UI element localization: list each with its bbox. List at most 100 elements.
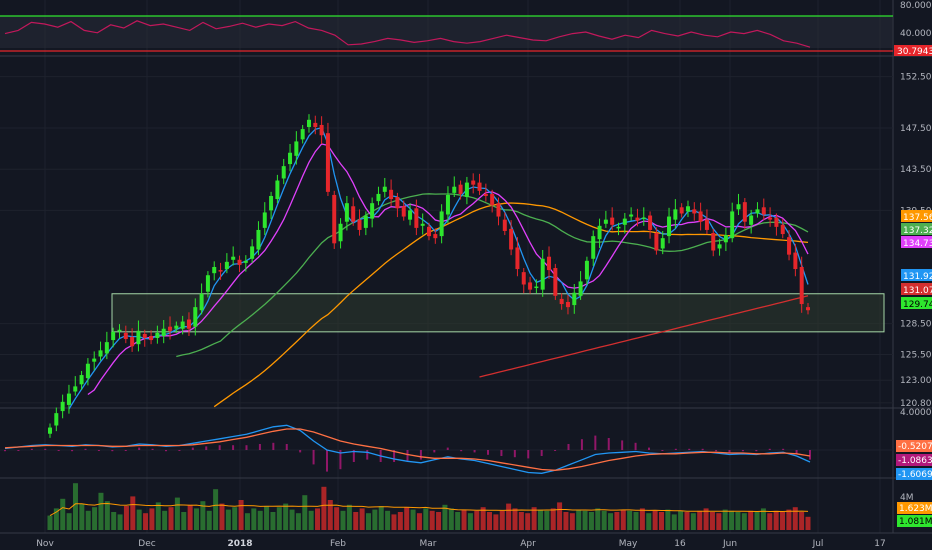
volume-bar	[200, 501, 206, 530]
volume-bar	[735, 512, 741, 530]
candle-body	[761, 207, 766, 215]
macd-histogram-bar	[594, 435, 597, 450]
price-value-badge	[901, 297, 932, 309]
macd-histogram-bar	[191, 447, 194, 450]
macd-histogram-bar	[755, 450, 758, 452]
candle-body	[471, 180, 476, 185]
volume-bar	[767, 513, 773, 530]
volume-bar	[722, 509, 728, 530]
price-value-badge	[901, 269, 932, 281]
volume-bar	[123, 506, 129, 530]
candle-body	[648, 215, 653, 230]
volume-bar	[289, 509, 295, 530]
candle-body	[692, 209, 697, 214]
macd-histogram-bar	[57, 450, 60, 451]
macd-histogram-bar	[326, 450, 328, 472]
volume-bar	[321, 486, 327, 530]
candle-body	[370, 203, 375, 219]
candle-body	[92, 358, 97, 362]
volume-bar	[276, 507, 282, 530]
price-tick-label: 147.50	[900, 124, 932, 134]
candle-body	[111, 331, 116, 341]
volume-bar	[104, 501, 110, 530]
macd-histogram-bar	[701, 448, 704, 450]
volume-bar	[251, 508, 257, 530]
support-zone-rectangle[interactable]	[111, 293, 885, 333]
macd-histogram-bar	[124, 450, 127, 451]
price-tick-label: 152.50	[900, 73, 932, 83]
candle-body	[199, 293, 204, 311]
macd-histogram-bar	[84, 448, 87, 450]
macd-histogram-bar	[487, 450, 489, 455]
volume-bar	[372, 509, 378, 530]
candle-body	[502, 219, 507, 231]
candle-body	[667, 216, 672, 237]
ma-red-line	[479, 295, 809, 378]
candle-body	[174, 325, 179, 329]
price-value-badge	[901, 236, 932, 248]
macd-histogram-bar	[258, 444, 261, 450]
volume-bar	[346, 504, 352, 530]
macd-value-label: -0.5207	[898, 442, 932, 452]
volume-bar	[92, 507, 98, 530]
candle-body	[414, 208, 419, 228]
volume-bar	[219, 503, 225, 530]
macd-histogram-bar	[299, 450, 302, 453]
x-tick-label: Feb	[330, 539, 346, 549]
volume-bar	[633, 512, 639, 530]
candle-body	[565, 301, 570, 308]
rsi-value-label: 30.7943	[897, 47, 932, 57]
volume-value-badge	[897, 502, 932, 514]
macd-histogram-bar	[419, 450, 422, 460]
candle-body	[616, 226, 621, 229]
volume-bar	[353, 512, 359, 530]
price-value-badge	[901, 223, 932, 235]
candle-body	[641, 217, 646, 220]
x-tick-label: Apr	[520, 539, 536, 549]
volume-bar	[66, 513, 72, 530]
price-value-label: 137.56	[903, 213, 932, 223]
candle-body	[376, 193, 381, 202]
x-tick-label: Dec	[138, 539, 155, 549]
volume-bar	[487, 512, 493, 530]
volume-bar	[187, 504, 193, 530]
volume-bar	[85, 510, 91, 530]
volume-bar	[244, 513, 250, 530]
volume-bar	[315, 508, 321, 530]
candle-body	[231, 256, 236, 260]
macd-histogram-bar	[500, 450, 503, 456]
macd-histogram-bar	[232, 445, 235, 450]
volume-bar	[416, 513, 422, 530]
candle-body	[464, 182, 469, 198]
candle-body	[48, 427, 52, 434]
candle-body	[806, 307, 810, 311]
candle-body	[597, 225, 602, 240]
volume-bar	[658, 512, 664, 530]
volume-bar	[174, 497, 180, 530]
macd-histogram-bar	[715, 450, 718, 452]
candle-body	[780, 224, 785, 235]
volume-bar	[537, 509, 543, 530]
macd-histogram-bar	[406, 450, 409, 461]
volume-bar	[143, 513, 149, 530]
macd-histogram-bar	[218, 445, 221, 450]
macd-histogram-bar	[554, 450, 557, 451]
volume-bar	[72, 483, 78, 530]
x-tick-label: Nov	[36, 539, 54, 549]
volume-bar	[614, 512, 620, 530]
candle-body	[130, 336, 135, 347]
volume-bar	[385, 510, 391, 530]
volume-value-badge	[897, 515, 932, 527]
candle-body	[730, 211, 735, 239]
x-tick-label: May	[619, 539, 638, 549]
rsi-tick-80: 80.0000	[900, 1, 932, 11]
volume-bar	[302, 495, 308, 530]
macd-histogram-bar	[71, 450, 74, 452]
macd-histogram-bar	[621, 440, 624, 450]
volume-bar	[576, 509, 582, 530]
candle-body	[401, 206, 406, 217]
volume-bar	[162, 510, 168, 530]
candle-body	[60, 401, 65, 412]
price-value-label: 134.73	[903, 239, 932, 249]
